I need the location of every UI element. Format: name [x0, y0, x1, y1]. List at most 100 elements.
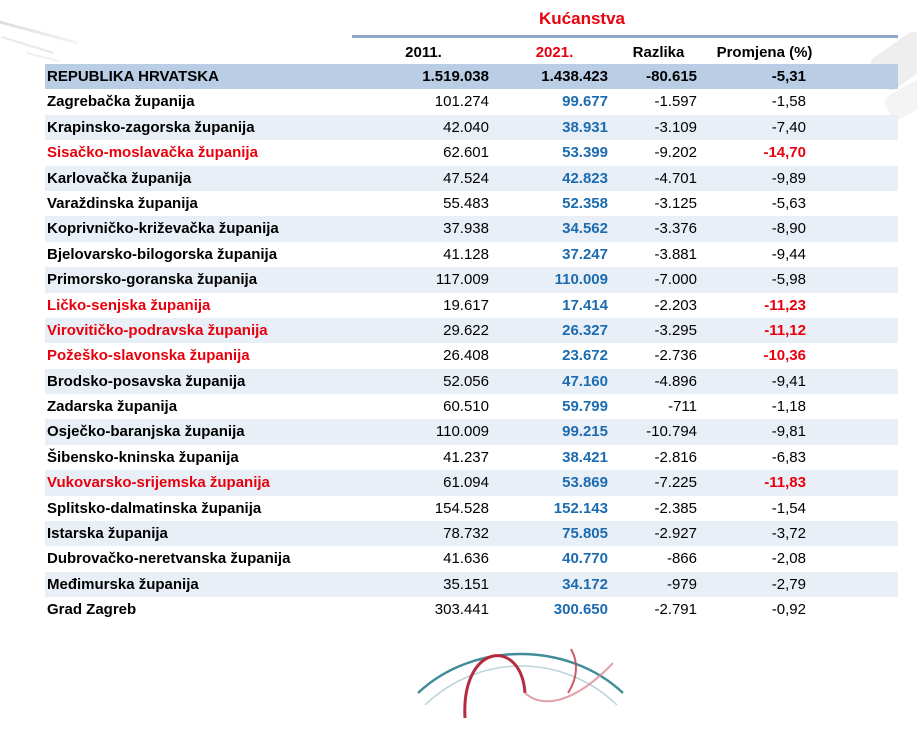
title-underline	[352, 35, 898, 38]
table-row: Istarska županija 78.732 75.805 -2.927 -…	[45, 521, 898, 547]
column-header-2021: 2021.	[535, 43, 574, 61]
value-2011: 110.009	[435, 423, 489, 441]
value-razlika: -3.881	[654, 245, 697, 263]
value-promjena: -3,72	[771, 525, 806, 543]
value-2021: 300.650	[553, 601, 608, 619]
table-row: Karlovačka županija 47.524 42.823 -4.701…	[45, 165, 898, 191]
table-row: Zagrebačka županija 101.274 99.677 -1.59…	[45, 89, 898, 114]
value-razlika: -9.202	[654, 144, 697, 162]
value-2011: 303.441	[434, 601, 489, 619]
value-razlika: -2.203	[654, 296, 697, 314]
value-razlika: -866	[666, 550, 697, 568]
value-promjena: -2,79	[771, 575, 806, 593]
value-2021: 110.009	[554, 271, 608, 289]
value-2011: 41.636	[443, 550, 489, 568]
value-razlika: -3.376	[654, 220, 697, 238]
value-promjena: -9,89	[771, 169, 806, 187]
value-razlika: -2.385	[654, 499, 697, 517]
value-2011: 55.483	[443, 194, 489, 212]
county-name: Splitsko-dalmatinska županija	[47, 499, 262, 517]
value-2011: 41.128	[443, 245, 489, 263]
value-2021: 42.823	[562, 169, 608, 187]
value-razlika: -10.794	[646, 423, 697, 441]
summary-value-2021: 1.438.423	[541, 68, 608, 85]
county-name: Karlovačka županija	[47, 169, 192, 187]
county-name: Grad Zagreb	[47, 601, 137, 619]
value-promjena: -11,23	[764, 296, 806, 314]
table-row: Ličko-senjska županija 19.617 17.414 -2.…	[45, 293, 898, 318]
table-row: Osječko-baranjska županija 110.009 99.21…	[45, 419, 898, 445]
value-promjena: -5,63	[771, 194, 806, 212]
table-row: Vukovarsko-srijemska županija 61.094 53.…	[45, 470, 898, 496]
value-promjena: -1,54	[771, 499, 806, 517]
county-name: Bjelovarsko-bilogorska županija	[47, 245, 278, 263]
value-razlika: -2.816	[654, 448, 697, 466]
value-2021: 23.672	[562, 347, 608, 365]
county-name: Istarska županija	[47, 525, 168, 543]
value-2011: 37.938	[443, 220, 489, 238]
value-razlika: -2.736	[654, 347, 697, 365]
value-2011: 101.274	[434, 93, 489, 111]
value-2011: 35.151	[443, 575, 489, 593]
county-name: Požeško-slavonska županija	[47, 347, 250, 365]
county-name: Međimurska županija	[47, 575, 199, 593]
value-promjena: -14,70	[763, 144, 806, 162]
value-promjena: -5,98	[771, 271, 806, 289]
value-razlika: -4.896	[654, 372, 697, 390]
value-promjena: -11,12	[764, 321, 806, 339]
value-2021: 34.562	[562, 220, 608, 238]
table-row: Koprivničko-križevačka županija 37.938 3…	[45, 216, 898, 242]
value-razlika: -3.125	[654, 194, 697, 212]
value-promjena: -7,40	[771, 118, 806, 136]
value-2011: 26.408	[443, 347, 489, 365]
value-2011: 42.040	[443, 118, 489, 136]
value-2021: 34.172	[562, 575, 608, 593]
column-header-razlika: Razlika	[632, 43, 685, 61]
households-table: Kućanstva 2011. 2021. Razlika Promjena (…	[45, 6, 898, 623]
value-2011: 78.732	[443, 525, 489, 543]
value-2011: 52.056	[443, 372, 489, 390]
county-name: Vukovarsko-srijemska županija	[47, 474, 270, 492]
value-razlika: -979	[666, 575, 697, 593]
value-promjena: -1,58	[771, 93, 806, 111]
summary-value-razlika: -80.615	[646, 68, 697, 85]
column-header-promjena: Promjena (%)	[716, 43, 813, 61]
value-2021: 26.327	[562, 321, 608, 339]
slide: Kućanstva 2011. 2021. Razlika Promjena (…	[0, 6, 917, 719]
county-name: Krapinsko-zagorska županija	[47, 118, 255, 136]
county-name: Koprivničko-križevačka županija	[47, 220, 279, 238]
table-row: Sisačko-moslavačka županija 62.601 53.39…	[45, 140, 898, 165]
value-razlika: -1.597	[654, 93, 697, 111]
column-header-row: 2011. 2021. Razlika Promjena (%)	[45, 40, 898, 64]
value-promjena: -10,36	[763, 347, 806, 365]
summary-name: REPUBLIKA HRVATSKA	[47, 68, 219, 85]
value-promjena: -6,83	[771, 448, 806, 466]
value-2021: 53.869	[562, 474, 608, 492]
table-row: Zadarska županija 60.510 59.799 -711 -1,…	[45, 394, 898, 419]
value-promjena: -1,18	[771, 398, 806, 416]
value-2021: 40.770	[562, 550, 608, 568]
table-row: Brodsko-posavska županija 52.056 47.160 …	[45, 368, 898, 395]
value-2011: 41.237	[443, 448, 489, 466]
county-name: Osječko-baranjska županija	[47, 423, 245, 441]
table-row: Međimurska županija 35.151 34.172 -979 -…	[45, 571, 898, 598]
table-row: Šibensko-kninska županija 41.237 38.421 …	[45, 445, 898, 470]
value-promjena: -8,90	[771, 220, 806, 238]
table-row: Primorsko-goranska županija 117.009 110.…	[45, 267, 898, 293]
value-2011: 60.510	[443, 398, 489, 416]
value-2011: 47.524	[443, 169, 489, 187]
value-razlika: -3.109	[654, 118, 697, 136]
value-promjena: -0,92	[771, 601, 806, 619]
county-name: Brodsko-posavska županija	[47, 372, 246, 390]
value-2011: 61.094	[443, 474, 489, 492]
value-2021: 99.677	[562, 93, 608, 111]
table-row: Bjelovarsko-bilogorska županija 41.128 3…	[45, 242, 898, 267]
value-promjena: -2,08	[771, 550, 806, 568]
table-title: Kućanstva	[539, 9, 625, 28]
table-row: Varaždinska županija 55.483 52.358 -3.12…	[45, 191, 898, 216]
value-2021: 37.247	[562, 245, 608, 263]
value-promjena: -9,44	[771, 245, 806, 263]
county-name: Ličko-senjska županija	[47, 296, 211, 314]
summary-value-2011: 1.519.038	[422, 68, 489, 85]
value-razlika: -3.295	[654, 321, 697, 339]
